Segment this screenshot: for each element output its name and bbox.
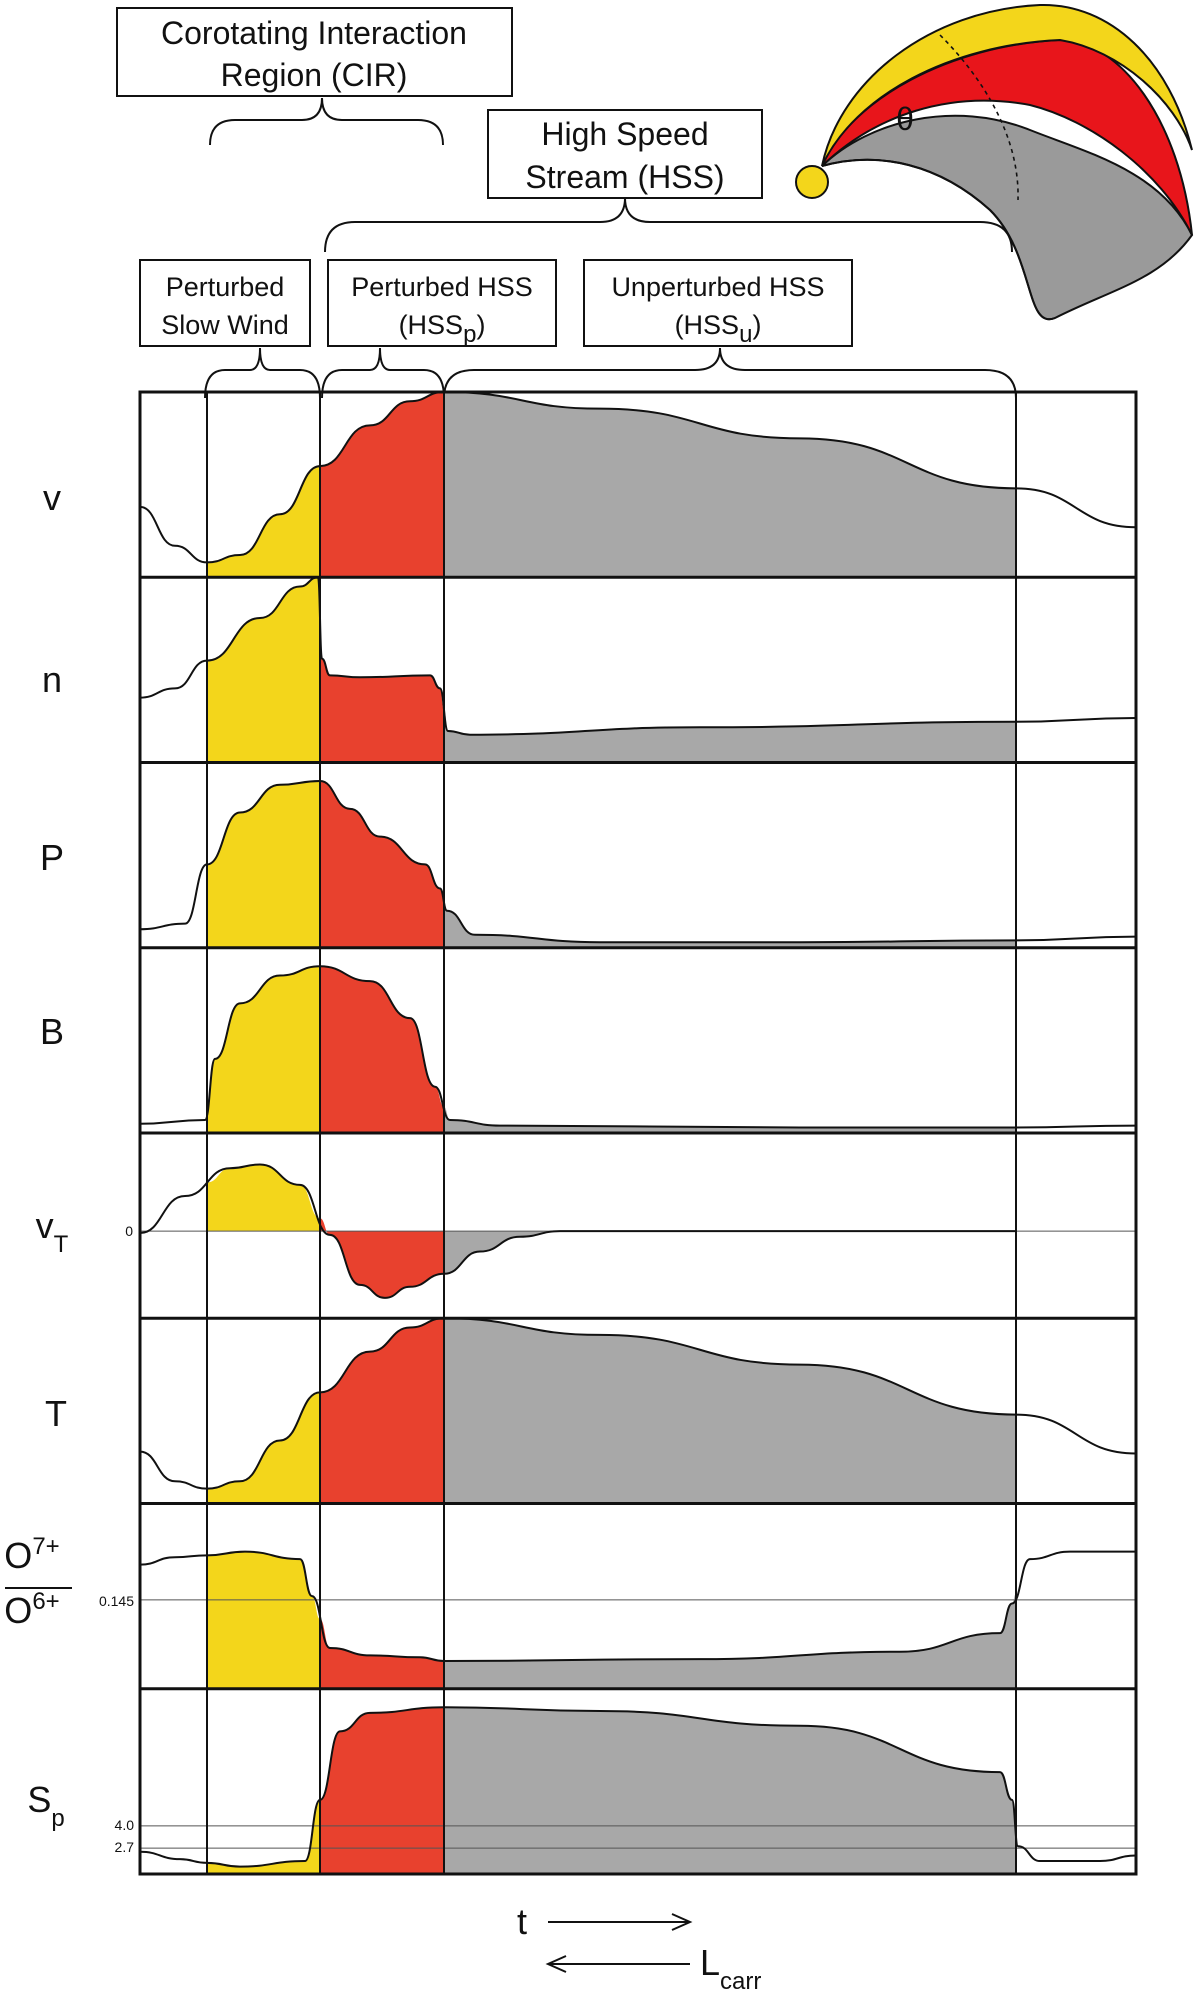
fill-Sp-perturbed-hss xyxy=(320,1707,444,1874)
row-label-P: P xyxy=(40,837,64,878)
t-label: t xyxy=(517,1901,527,1942)
curve-v xyxy=(139,390,1137,564)
fill-B-perturbed-slow-wind xyxy=(207,966,320,1133)
spiral-stream-schematic: θ xyxy=(795,3,1194,321)
lcarr-label: Lcarr xyxy=(700,1942,761,1995)
curve-vT xyxy=(139,1163,1016,1299)
row-label-Sp: Sp xyxy=(27,1779,64,1832)
lcarr-arrow-head xyxy=(545,1955,567,1973)
hssp-label-group: Perturbed HSS (HSSp) xyxy=(321,259,557,399)
hss-brace xyxy=(324,197,1013,253)
schematic-boundary-dotted xyxy=(939,34,1019,201)
row-label-O-numerator: O7+ xyxy=(4,1533,59,1576)
psw-label-line1: Perturbed xyxy=(166,272,285,302)
row-label-vT: vT xyxy=(36,1205,69,1258)
hssu-box xyxy=(583,259,853,347)
curve-P xyxy=(139,780,1137,944)
fill-B-unperturbed-hss xyxy=(444,1106,1016,1133)
fill-Sp-perturbed-slow-wind xyxy=(207,1799,320,1874)
hss-label-line1: High Speed xyxy=(541,116,708,152)
hss-label-line2: Stream (HSS) xyxy=(525,159,724,195)
hssu-label-line1: Unperturbed HSS xyxy=(611,272,824,302)
cir-label-line1: Corotating Interaction xyxy=(161,15,467,51)
sun-icon xyxy=(795,165,829,199)
psw-brace xyxy=(204,347,321,399)
fill-vT-perturbed-slow-wind xyxy=(207,1164,320,1232)
fill-T-perturbed-hss xyxy=(320,1318,444,1504)
hssp-label-line1: Perturbed HSS xyxy=(351,272,533,302)
panel-frame xyxy=(138,390,1138,1876)
cir-brace xyxy=(209,97,444,146)
cir-label-group: Corotating Interaction Region (CIR) xyxy=(116,7,513,146)
curve-Sp xyxy=(139,1706,1137,1868)
hssp-box xyxy=(327,259,557,347)
curve-n xyxy=(139,576,1137,736)
hssp-label-line2: (HSSp) xyxy=(399,310,486,348)
schematic-inner-edge xyxy=(821,158,1056,321)
fill-n-unperturbed-hss xyxy=(444,709,1016,763)
O-ratio-tick: 0.145 xyxy=(99,1593,134,1609)
row-labels: v n P B vT 0 T O7+ O6+ 0.145 Sp 4.0 2.7 xyxy=(4,477,134,1855)
fill-B-perturbed-hss xyxy=(320,966,444,1133)
vT-zero-tick: 0 xyxy=(125,1223,133,1239)
psw-label-group: Perturbed Slow Wind xyxy=(139,259,321,399)
time-axis-annotation: t Lcarr xyxy=(517,1901,761,1995)
fill-T-perturbed-slow-wind xyxy=(207,1392,320,1504)
fill-O-unperturbed-hss xyxy=(444,1593,1016,1689)
t-arrow-head xyxy=(671,1913,693,1931)
fill-vT-perturbed-hss xyxy=(320,1218,444,1298)
row-label-n: n xyxy=(42,659,62,700)
fill-P-perturbed-hss xyxy=(320,781,444,948)
psw-label-line2: Slow Wind xyxy=(161,310,289,340)
fill-P-unperturbed-hss xyxy=(444,901,1016,948)
row-label-B: B xyxy=(40,1011,64,1052)
Sp-tick-2p7: 2.7 xyxy=(115,1839,135,1855)
fill-n-perturbed-hss xyxy=(320,618,444,763)
hssu-label-group: Unperturbed HSS (HSSu) xyxy=(443,259,1017,399)
fill-v-perturbed-hss xyxy=(320,392,444,578)
hssu-label-line2: (HSSu) xyxy=(675,310,762,348)
hssu-brace xyxy=(443,347,1017,399)
cir-label-line2: Region (CIR) xyxy=(221,57,408,93)
curve-T xyxy=(139,1317,1137,1490)
cir-box xyxy=(116,7,513,97)
Sp-tick-4: 4.0 xyxy=(115,1817,135,1833)
time-series-panel xyxy=(138,390,1138,1876)
curve-B xyxy=(139,965,1137,1129)
fill-O-perturbed-hss xyxy=(320,1619,444,1689)
row-label-v: v xyxy=(43,477,61,518)
schematic-yellow-band xyxy=(821,3,1193,167)
fill-T-unperturbed-hss xyxy=(444,1318,1016,1504)
fill-n-perturbed-slow-wind xyxy=(207,577,320,763)
fill-vT-unperturbed-hss xyxy=(444,1231,1016,1274)
fill-Sp-unperturbed-hss xyxy=(444,1707,1016,1874)
hssp-brace xyxy=(321,347,445,399)
theta-label: θ xyxy=(896,101,914,137)
hss-label-group: High Speed Stream (HSS) xyxy=(324,109,1013,253)
psw-box xyxy=(139,259,311,347)
fill-P-perturbed-slow-wind xyxy=(207,781,320,948)
fill-v-perturbed-slow-wind xyxy=(207,466,320,578)
row-label-T: T xyxy=(45,1393,67,1434)
fill-v-unperturbed-hss xyxy=(444,392,1016,578)
row-label-O-denominator: O6+ xyxy=(4,1588,59,1631)
fill-O-perturbed-slow-wind xyxy=(207,1551,320,1689)
hss-box xyxy=(487,109,763,199)
